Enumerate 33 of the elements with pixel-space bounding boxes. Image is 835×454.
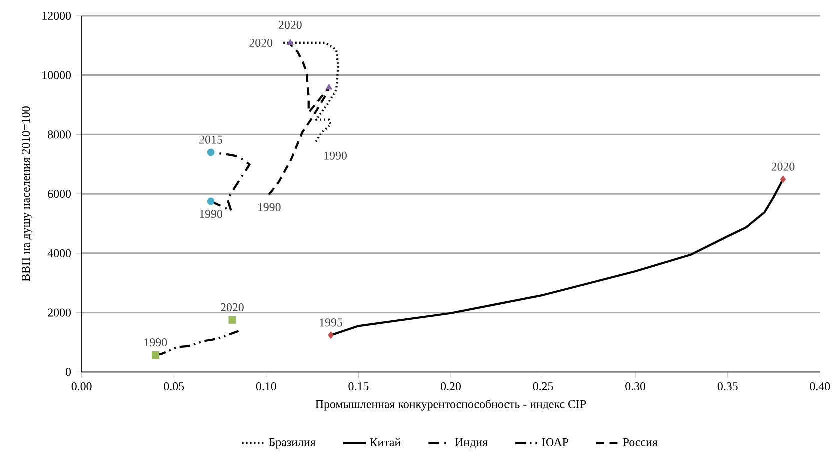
y-tick-label: 2000 — [48, 308, 72, 317]
annotation: 1990 — [258, 203, 281, 212]
y-tick-label: 12000 — [42, 12, 72, 20]
x-tick-label: 0.40 — [810, 382, 830, 391]
annotation: 2020 — [772, 162, 795, 171]
y-tick-label: 10000 — [42, 71, 72, 80]
y-tick-label: 8000 — [48, 130, 72, 139]
x-tick-label: 0.10 — [256, 382, 276, 391]
annotation: 1995 — [320, 318, 342, 327]
y-tick-label: 0 — [66, 368, 72, 376]
x-tick-label: 0.30 — [626, 382, 646, 391]
annotation: 2020 — [278, 21, 302, 30]
annotation: 1990 — [200, 210, 222, 218]
x-tick-label: 0.25 — [533, 382, 554, 391]
annotation: 1990 — [144, 338, 168, 347]
x-tick-label: 0.00 — [72, 382, 92, 391]
annotation: 2020 — [250, 39, 273, 48]
legend-label: ЮАР — [542, 438, 568, 447]
y-axis-title: ВВП на душу населения 2010=100 — [22, 106, 33, 282]
x-tick-label: 0.15 — [348, 382, 369, 391]
y-tick-label: 4000 — [48, 250, 72, 258]
x-tick-label: 0.20 — [441, 382, 461, 391]
legend-label: Индия — [455, 438, 488, 449]
annotation: 2020 — [221, 304, 244, 312]
annotation: 1990 — [324, 152, 347, 160]
annotation: 2015 — [200, 136, 222, 144]
x-axis-title: Промышленная конкурентоспособность - индекс CIP — [316, 400, 586, 411]
legend-label: Бразилия — [269, 438, 316, 449]
x-tick-label: 0.35 — [718, 382, 738, 391]
y-tick-label: 6000 — [48, 190, 72, 198]
x-tick-label: 0.05 — [164, 382, 184, 391]
legend-label: Китай — [370, 438, 401, 447]
legend-label: Россия — [623, 438, 658, 447]
